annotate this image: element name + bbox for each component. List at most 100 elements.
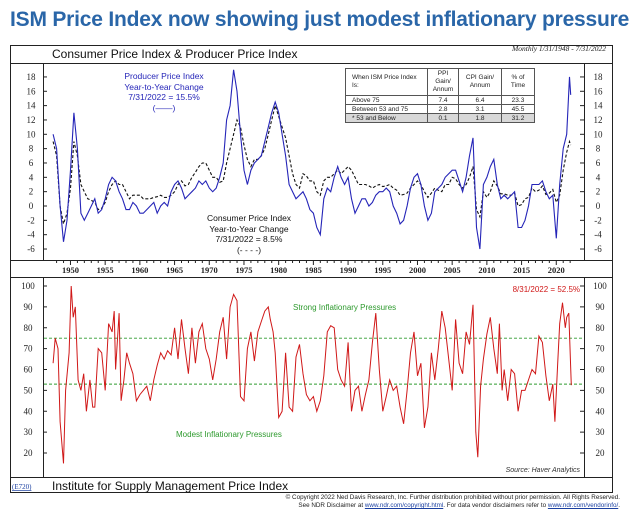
- y-tick-label-left: 70: [24, 344, 34, 354]
- ppi-label-line: 7/31/2022 = 15.5%: [128, 92, 200, 102]
- y-tick-label-left: 100: [21, 281, 35, 291]
- table-row: * 53 and Below 0.1 1.8 31.2: [345, 113, 535, 123]
- y-tick-label-right: -4: [594, 230, 602, 240]
- y-tick-label-right: 80: [596, 323, 606, 333]
- y-tick-label-right: 30: [596, 427, 606, 437]
- table-cell: 45.5: [501, 104, 535, 114]
- x-tick-label: 1960: [131, 265, 148, 275]
- y-tick-label-left: 20: [24, 448, 34, 458]
- y-tick-label-left: 18: [27, 72, 37, 82]
- disclaimer-text: . For data vendor disclaimers refer to: [443, 502, 548, 509]
- y-tick-label-left: 30: [24, 427, 34, 437]
- y-tick-label-left: 12: [27, 115, 36, 125]
- vendor-info-link[interactable]: www.ndr.com/vendorinfo/: [547, 502, 619, 509]
- y-tick-label-right: -2: [594, 215, 602, 225]
- cpi-legend-key: (- - - -): [236, 244, 262, 255]
- cpi-label-line: Year-to-Year Change: [209, 223, 289, 234]
- bottom-panel-title: Institute for Supply Management Price In…: [52, 479, 288, 493]
- y-tick-label-right: 50: [596, 385, 606, 395]
- table-cell: 2.8: [427, 104, 459, 114]
- cpi-label-line: 7/31/2022 = 8.5%: [215, 234, 283, 244]
- x-tick-label: 2020: [548, 265, 565, 275]
- y-tick-label-right: 12: [594, 115, 603, 125]
- y-tick-label-right: -6: [594, 244, 602, 254]
- y-tick-label-right: 20: [596, 448, 606, 458]
- table-header: PPI Gain/ Annum: [427, 68, 459, 96]
- ppi-label-line: Year-to-Year Change: [124, 81, 204, 92]
- y-tick-label-left: 10: [27, 129, 37, 139]
- cpi-annotation: Consumer Price Index Year-to-Year Change…: [196, 213, 302, 255]
- table-cell: Between 53 and 75: [345, 104, 428, 114]
- x-tick-label: 1975: [235, 265, 252, 275]
- y-tick-label-right: 40: [596, 406, 606, 416]
- strong-pressure-label: Strong Inflationary Pressures: [293, 303, 396, 312]
- y-tick-label-right: 4: [596, 172, 601, 182]
- copyright-link[interactable]: www.ndr.com/copyright.html: [364, 502, 444, 509]
- table-row: Between 53 and 75 2.8 3.1 45.5: [345, 104, 535, 114]
- copyright-line: © Copyright 2022 Ned Davis Research, Inc…: [285, 494, 620, 501]
- chart-code-link[interactable]: (E720): [12, 483, 32, 491]
- table-cell: 1.8: [458, 113, 502, 123]
- table-header: When ISM Price Index Is:: [345, 68, 428, 96]
- x-tick-label: 2005: [444, 265, 461, 275]
- y-tick-label-left: 50: [24, 385, 34, 395]
- y-tick-label-left: 14: [27, 101, 37, 111]
- table-header: CPI Gain/ Annum: [458, 68, 502, 96]
- table-header-row: When ISM Price Index Is: PPI Gain/ Annum…: [345, 68, 535, 96]
- y-tick-label-left: 80: [24, 323, 34, 333]
- y-tick-label-left: 16: [27, 86, 37, 96]
- table-cell: * 53 and Below: [345, 113, 428, 123]
- y-tick-label-right: 8: [596, 144, 601, 154]
- y-tick-label-right: 16: [594, 86, 604, 96]
- y-tick-label-right: 90: [596, 302, 606, 312]
- disclaimer-text: See NDR Disclaimer at: [298, 502, 365, 509]
- ism-regime-table: When ISM Price Index Is: PPI Gain/ Annum…: [345, 68, 535, 123]
- y-tick-label-left: -2: [27, 215, 35, 225]
- outer-frame: [10, 45, 613, 493]
- x-tick-label: 1955: [97, 265, 114, 275]
- ppi-series-line: [52, 69, 572, 250]
- x-tick-label: 2000: [409, 265, 426, 275]
- table-cell: 7.4: [427, 95, 459, 105]
- y-tick-label-left: 4: [29, 172, 34, 182]
- y-tick-label-right: 0: [596, 201, 601, 211]
- x-tick-label: 1980: [270, 265, 287, 275]
- y-tick-label-right: 100: [593, 281, 607, 291]
- y-tick-label-left: -4: [27, 230, 35, 240]
- table-cell: 0.1: [427, 113, 459, 123]
- disclaimer-text: .: [618, 502, 620, 509]
- source-note: Source: Haver Analytics: [506, 467, 581, 474]
- top-panel-title: Consumer Price Index & Producer Price In…: [52, 47, 297, 61]
- ppi-annotation: Producer Price Index Year-to-Year Change…: [112, 71, 216, 113]
- modest-pressure-label: Modest Inflationary Pressures: [176, 430, 282, 439]
- table-cell: 31.2: [501, 113, 535, 123]
- y-tick-label-left: 6: [29, 158, 34, 168]
- x-tick-label: 1965: [166, 265, 183, 275]
- latest-ism-value: 8/31/2022 = 52.5%: [513, 285, 580, 294]
- table-cell: 6.4: [458, 95, 502, 105]
- y-tick-label-right: 14: [594, 101, 604, 111]
- cpi-label-line: Consumer Price Index: [206, 213, 292, 223]
- y-tick-label-left: 8: [29, 144, 34, 154]
- ppi-label-line: Producer Price Index: [124, 71, 204, 81]
- x-tick-label: 1985: [305, 265, 322, 275]
- table-cell: 23.3: [501, 95, 535, 105]
- disclaimer-line: See NDR Disclaimer at www.ndr.com/copyri…: [298, 502, 620, 509]
- y-tick-label-left: 90: [24, 302, 34, 312]
- ppi-legend-key: (——): [152, 102, 176, 113]
- table-cell: Above 75: [345, 95, 428, 105]
- y-tick-label-left: 60: [24, 365, 34, 375]
- x-tick-label: 1995: [374, 265, 391, 275]
- x-tick-label: 1990: [340, 265, 357, 275]
- x-tick-label: 2015: [513, 265, 530, 275]
- table-cell: 3.1: [458, 104, 502, 114]
- y-tick-label-right: 18: [594, 72, 604, 82]
- page-title: ISM Price Index now showing just modest …: [10, 8, 630, 31]
- y-tick-label-right: 2: [596, 187, 601, 197]
- y-tick-label-left: 2: [29, 187, 34, 197]
- y-tick-label-right: 6: [596, 158, 601, 168]
- y-tick-label-right: 10: [594, 129, 604, 139]
- x-tick-label: 2010: [478, 265, 495, 275]
- table-header: % of Time: [501, 68, 535, 96]
